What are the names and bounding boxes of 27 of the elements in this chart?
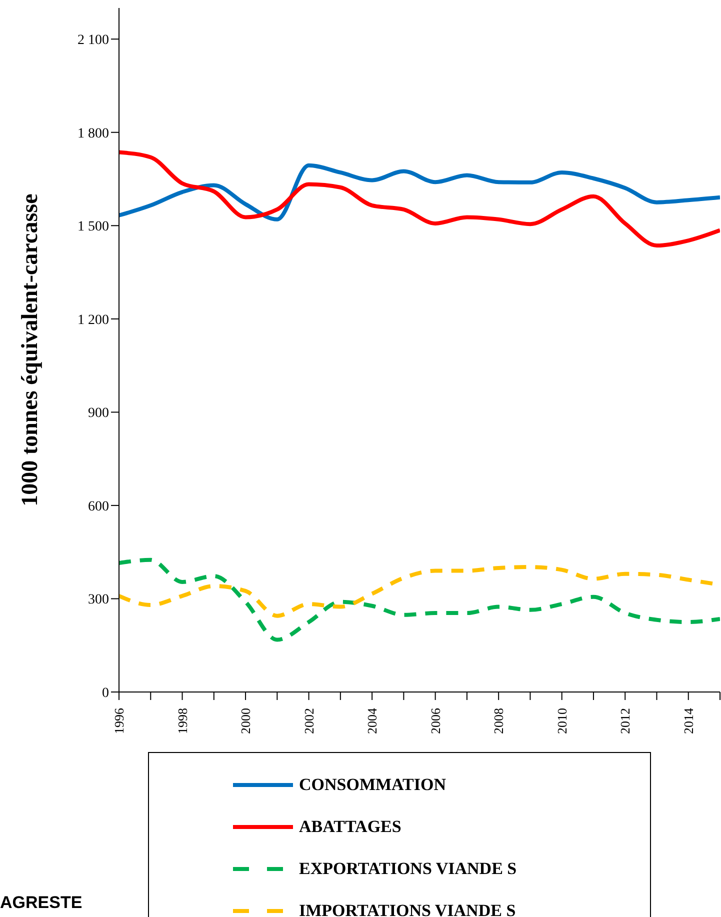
x-tick-label: 2004: [364, 708, 380, 734]
legend-label: EXPORTATIONS VIANDE S: [299, 859, 517, 879]
y-tick-label: 300: [88, 592, 109, 608]
y-tick-label: 0: [102, 686, 109, 701]
x-tick-label: 2014: [680, 708, 696, 734]
x-tick-label: 1998: [174, 708, 190, 734]
legend-label: CONSOMMATION: [299, 775, 446, 795]
x-tick-label: 2012: [618, 708, 633, 734]
x-tick-label: 1996: [112, 708, 126, 734]
y-tick-label: 2 100: [78, 33, 109, 48]
line-series: [119, 150, 720, 248]
y-axis-title: 1000 tonnes équivalent-carcasse: [17, 194, 43, 506]
x-tick-label: 2002: [301, 708, 316, 734]
legend-label: ABATTAGES: [299, 817, 402, 837]
y-tick-label: 1 500: [78, 220, 109, 235]
legend-label: IMPORTATIONS VIANDE S: [299, 901, 516, 917]
y-tick-label: 900: [88, 406, 109, 422]
text: AGRESTE: [0, 893, 82, 913]
x-tick-label: 2006: [428, 708, 443, 734]
line-series: [119, 558, 720, 642]
line-series: [119, 163, 720, 222]
x-tick-label: 2008: [491, 708, 506, 734]
y-tick-label: 1 800: [78, 126, 109, 142]
y-tick-label: 600: [88, 499, 109, 514]
x-tick-label: 2010: [554, 708, 570, 734]
y-tick-label: 1 200: [78, 312, 109, 328]
x-tick-label: 2000: [238, 708, 254, 734]
